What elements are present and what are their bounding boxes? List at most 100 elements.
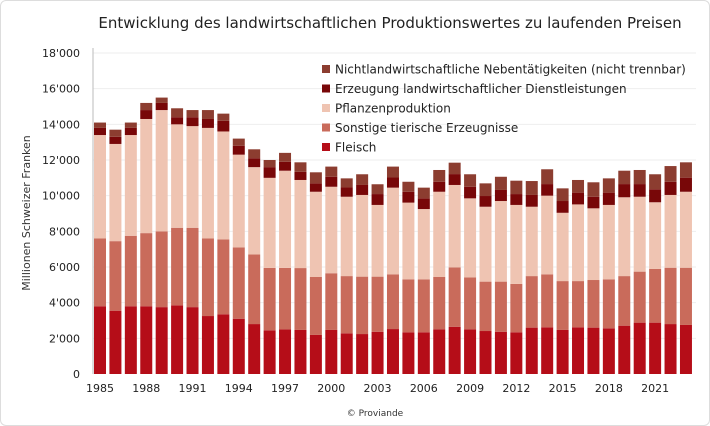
bar-segment-1997-s1 bbox=[279, 267, 292, 330]
bar-segment-2012-s2 bbox=[510, 204, 523, 284]
bar-segment-2010-s2 bbox=[479, 206, 492, 282]
bar-segment-2011-s1 bbox=[494, 281, 507, 332]
bar-segment-1995-s1 bbox=[248, 254, 261, 325]
bar-segment-1994-s4 bbox=[232, 138, 245, 146]
bar-segment-1999-s1 bbox=[309, 276, 322, 335]
bar-segment-2016-s2 bbox=[572, 204, 585, 282]
bar-segment-2009-s2 bbox=[464, 198, 477, 278]
bar-segment-1988-s4 bbox=[140, 102, 153, 111]
bar-segment-1987-s0 bbox=[124, 306, 137, 374]
y-tick-label: 8'000 bbox=[49, 225, 80, 238]
bar-segment-2009-s3 bbox=[464, 186, 477, 199]
bar-segment-2022-s4 bbox=[664, 166, 677, 182]
bar-segment-2002-s0 bbox=[356, 334, 369, 374]
bar-segment-2000-s3 bbox=[325, 176, 338, 187]
legend-label: Fleisch bbox=[335, 141, 376, 155]
bar-segment-1995-s4 bbox=[248, 149, 261, 159]
x-tick-label: 2018 bbox=[595, 382, 623, 395]
bar-segment-2020-s2 bbox=[633, 196, 646, 272]
bar-segment-1992-s1 bbox=[201, 238, 214, 317]
legend-swatch bbox=[322, 84, 330, 93]
bar-segment-2013-s1 bbox=[525, 276, 538, 328]
bar-segment-2009-s0 bbox=[464, 329, 477, 374]
y-tick-label: 0 bbox=[73, 368, 80, 381]
bar-segment-2001-s4 bbox=[340, 178, 353, 188]
bar-segment-2015-s0 bbox=[556, 329, 569, 374]
x-tick-label: 1988 bbox=[132, 382, 160, 395]
bar-segment-1999-s3 bbox=[309, 183, 322, 192]
bar-segment-2000-s4 bbox=[325, 166, 338, 177]
bar-segment-2021-s3 bbox=[649, 189, 662, 203]
bar-segment-1995-s2 bbox=[248, 167, 261, 255]
bar-segment-2011-s2 bbox=[494, 201, 507, 282]
bar-segment-1985-s2 bbox=[94, 135, 106, 239]
y-axis-label: Millionen Schweizer Franken bbox=[20, 135, 33, 291]
bar-segment-2011-s3 bbox=[494, 189, 507, 202]
x-tick-label: 2000 bbox=[317, 382, 345, 395]
bar-segment-1986-s0 bbox=[109, 310, 122, 374]
bar-segment-1992-s3 bbox=[201, 118, 214, 128]
bar-segment-1991-s4 bbox=[186, 110, 199, 118]
x-tick-label: 1997 bbox=[271, 382, 299, 395]
bar-segment-2022-s2 bbox=[664, 194, 677, 268]
bar-segment-2017-s0 bbox=[587, 327, 600, 374]
bar-segment-2006-s2 bbox=[417, 209, 430, 280]
bar-segment-2009-s1 bbox=[464, 277, 477, 330]
bar-segment-2020-s4 bbox=[633, 169, 646, 185]
bar-segment-2011-s4 bbox=[494, 176, 507, 190]
bar-segment-1996-s1 bbox=[263, 267, 276, 331]
bar-segment-2004-s1 bbox=[386, 274, 399, 330]
bar-segment-2006-s1 bbox=[417, 279, 430, 333]
bar-segment-2012-s3 bbox=[510, 194, 523, 205]
bar-segment-2021-s1 bbox=[649, 268, 662, 323]
y-tick-label: 14'000 bbox=[42, 118, 80, 131]
bar-segment-1986-s4 bbox=[109, 129, 122, 137]
bar-segment-2010-s4 bbox=[479, 183, 492, 197]
legend-label: Nichtlandwirtschaftliche Nebentätigkeite… bbox=[335, 63, 686, 77]
bar-segment-1990-s2 bbox=[171, 124, 184, 228]
bar-segment-1993-s0 bbox=[217, 314, 230, 374]
bar-segment-1996-s3 bbox=[263, 167, 276, 178]
bar-segment-1995-s3 bbox=[248, 158, 261, 168]
x-tick-label: 2006 bbox=[410, 382, 438, 395]
bar-segment-1989-s1 bbox=[155, 231, 168, 308]
bar-segment-2014-s2 bbox=[541, 195, 554, 275]
bar-segment-1994-s3 bbox=[232, 145, 245, 155]
bar-segment-2020-s3 bbox=[633, 184, 646, 197]
bar-segment-1988-s0 bbox=[140, 306, 153, 374]
bar-segment-2006-s3 bbox=[417, 198, 430, 210]
bar-segment-2021-s0 bbox=[649, 322, 662, 374]
bar-segment-2019-s4 bbox=[618, 170, 631, 185]
bar-segment-1992-s0 bbox=[201, 316, 214, 374]
x-tick-label: 2015 bbox=[549, 382, 577, 395]
bar-segment-2005-s0 bbox=[402, 332, 415, 374]
bar-segment-1987-s4 bbox=[124, 122, 137, 128]
y-tick-label: 12'000 bbox=[42, 154, 80, 167]
bar-segment-2003-s4 bbox=[371, 184, 384, 195]
bar-segment-2002-s4 bbox=[356, 174, 369, 185]
bar-segment-2003-s3 bbox=[371, 194, 384, 205]
bar-segment-1985-s1 bbox=[94, 238, 106, 307]
legend-label: Pflanzenproduktion bbox=[335, 102, 451, 116]
bar-segment-2018-s4 bbox=[602, 178, 615, 193]
bar-segment-2023-s3 bbox=[679, 177, 692, 192]
legend-swatch bbox=[322, 65, 330, 73]
bar-segment-1990-s1 bbox=[171, 227, 184, 306]
legend-swatch bbox=[322, 123, 330, 132]
bar-segment-2006-s4 bbox=[417, 187, 430, 199]
bar-segment-2004-s4 bbox=[386, 166, 399, 178]
legend-label: Erzeugung landwirtschaftlicher Dienstlei… bbox=[335, 82, 627, 96]
x-tick-label: 1994 bbox=[225, 382, 253, 395]
bar-segment-1994-s1 bbox=[232, 247, 245, 319]
bar-segment-2001-s1 bbox=[340, 276, 353, 334]
bar-segment-2012-s1 bbox=[510, 283, 523, 333]
y-tick-label: 18'000 bbox=[42, 47, 80, 60]
bar-segment-1989-s3 bbox=[155, 102, 168, 111]
bar-segment-1985-s3 bbox=[94, 127, 106, 136]
bar-segment-1997-s2 bbox=[279, 170, 292, 268]
bar-segment-1991-s3 bbox=[186, 117, 199, 127]
bar-segment-2007-s1 bbox=[433, 276, 446, 330]
bar-segment-2015-s2 bbox=[556, 212, 569, 282]
bar-segment-2014-s4 bbox=[541, 169, 554, 185]
bar-segment-2018-s0 bbox=[602, 328, 615, 374]
